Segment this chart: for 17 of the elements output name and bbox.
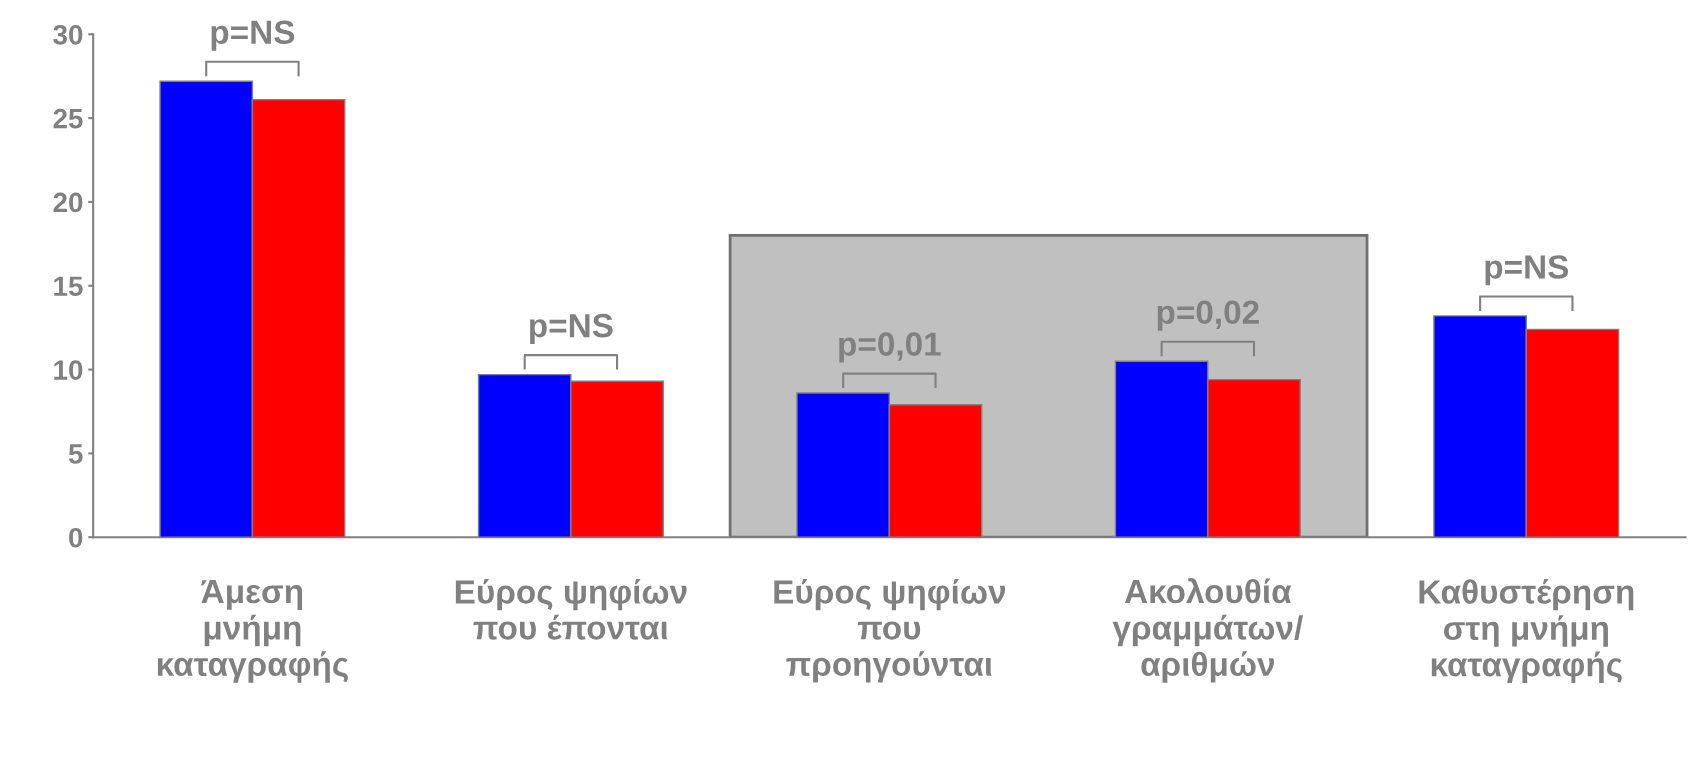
annotation: p=NS bbox=[211, 20, 295, 51]
x-tick-label: Καθυστέρηση στη μνήμη καταγραφής bbox=[1419, 578, 1634, 684]
y-tick-label: 5 bbox=[68, 444, 83, 464]
y-tick-label: 30 bbox=[53, 24, 83, 45]
annotation: p=NS bbox=[1485, 255, 1569, 286]
x-tick-label: Εύρος ψηφίων που προηγούνται bbox=[774, 578, 1006, 683]
x-tick-label: Ακολουθία γραμμάτων/ αριθμών bbox=[1112, 578, 1303, 683]
x-tick-label: Άμεση μνήμη καταγραφής bbox=[157, 580, 348, 683]
y-tick-label: 0 bbox=[69, 527, 83, 548]
y-tick-label: 20 bbox=[53, 192, 83, 213]
y-tick-label: 25 bbox=[53, 108, 83, 129]
annotation: p=NS bbox=[530, 313, 613, 345]
annotation: p=0,01 bbox=[839, 332, 941, 363]
annotation: p=0,02 bbox=[1157, 300, 1259, 331]
y-tick-label: 10 bbox=[54, 360, 83, 380]
y-tick-label: 15 bbox=[54, 276, 83, 297]
x-tick-label: Εύρος ψηφίων που έπονται bbox=[455, 578, 687, 640]
